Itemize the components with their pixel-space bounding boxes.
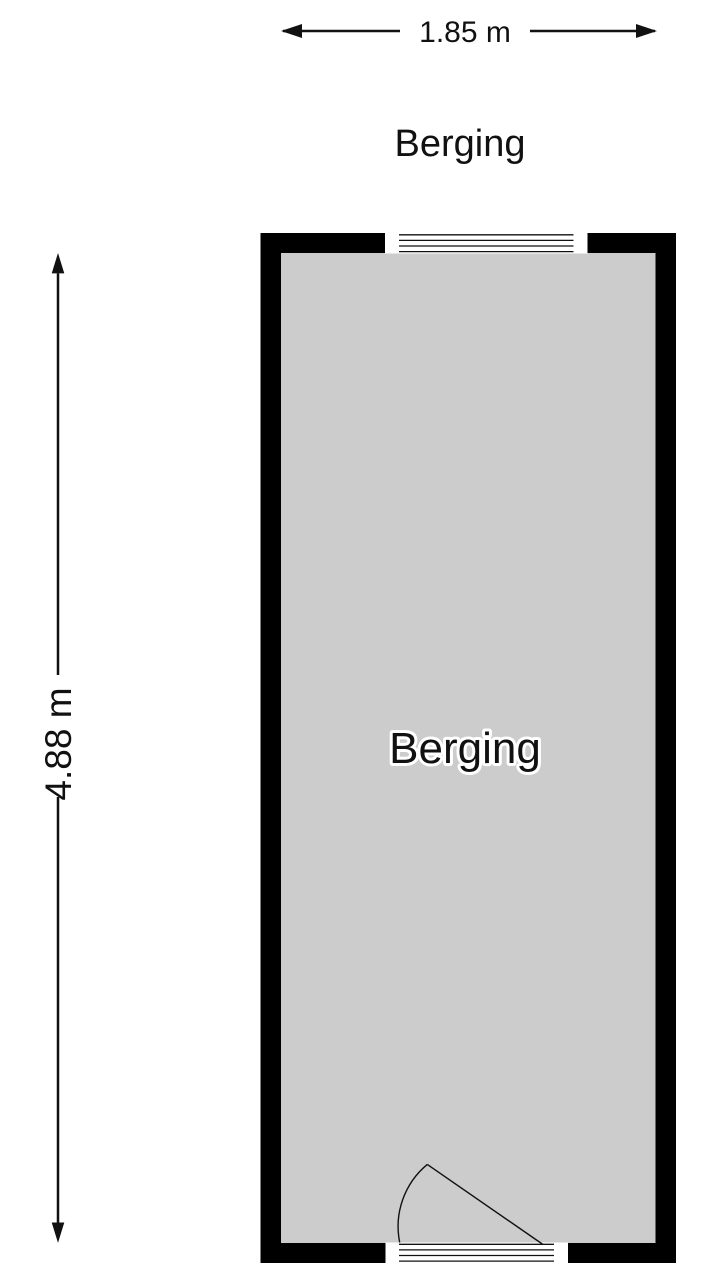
svg-text:1.85 m: 1.85 m	[419, 16, 511, 49]
svg-text:Berging: Berging	[389, 724, 541, 773]
svg-text:4.88 m: 4.88 m	[38, 687, 79, 800]
svg-text:Berging: Berging	[395, 123, 526, 165]
